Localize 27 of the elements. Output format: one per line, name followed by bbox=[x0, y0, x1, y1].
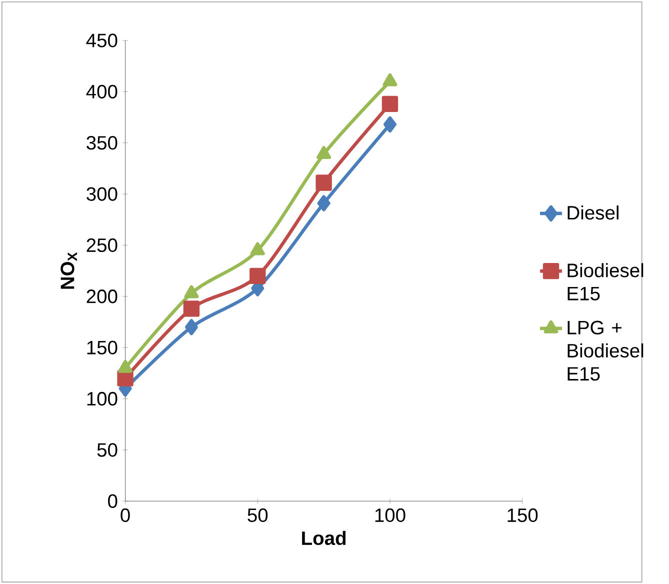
y-tick-label: 250 bbox=[86, 238, 118, 252]
y-tick-label: 100 bbox=[87, 392, 118, 406]
y-tick-label: 0 bbox=[108, 494, 118, 508]
point bbox=[117, 370, 134, 386]
y-tick-label: 200 bbox=[86, 290, 118, 304]
point bbox=[250, 268, 266, 284]
y-tick-label: 350 bbox=[86, 136, 118, 150]
x-tick-label: 150 bbox=[508, 508, 538, 522]
point bbox=[383, 116, 396, 133]
y-tick-label: 400 bbox=[86, 84, 118, 98]
x-tick-label: 0 bbox=[120, 508, 130, 522]
x-axis-title: Load bbox=[302, 530, 346, 546]
point bbox=[184, 319, 198, 336]
y-tick-label: 150 bbox=[87, 340, 118, 354]
y-tick-label: 50 bbox=[97, 443, 118, 457]
y-axis-title: NO$_{X}$ bbox=[60, 252, 78, 289]
point bbox=[317, 195, 330, 212]
x-tick-label: 100 bbox=[375, 508, 406, 522]
y-tick-label: 300 bbox=[86, 187, 118, 201]
legend-label: LPG + Biodiesel E15 bbox=[568, 320, 644, 381]
point bbox=[183, 300, 200, 317]
y-tick-label: 450 bbox=[86, 34, 118, 48]
point bbox=[382, 96, 398, 112]
x-tick-label: 50 bbox=[248, 508, 268, 522]
point bbox=[316, 174, 332, 191]
legend-label: Diesel bbox=[568, 205, 618, 220]
legend-label: Biodiesel E15 bbox=[568, 263, 644, 300]
